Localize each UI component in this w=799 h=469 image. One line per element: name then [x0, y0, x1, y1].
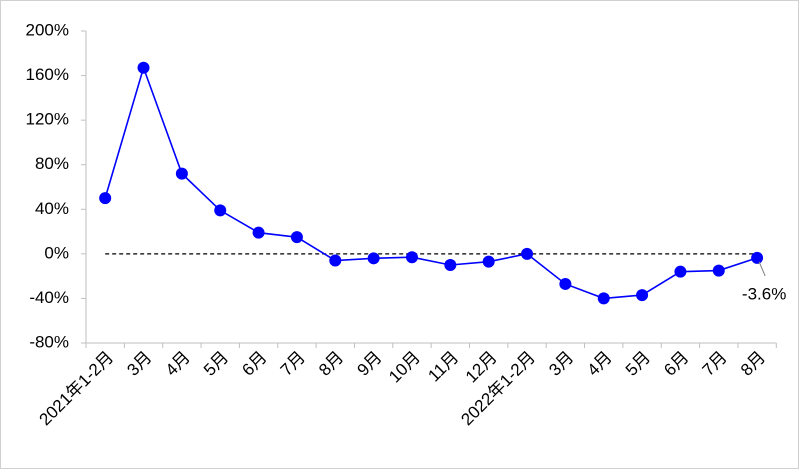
line — [104, 65, 758, 300]
marker — [214, 204, 227, 217]
marker — [137, 61, 150, 74]
marker — [290, 231, 303, 244]
marker — [444, 259, 457, 271]
y-tick-label: -80% — [29, 332, 69, 351]
marker — [175, 167, 188, 180]
y-tick-label: -40% — [29, 288, 69, 307]
leader-line — [758, 261, 766, 277]
y-tick-label: 80% — [35, 154, 69, 173]
value-label: -3.6% — [742, 284, 786, 303]
marker — [674, 265, 687, 278]
marker — [559, 277, 572, 290]
marker — [521, 247, 534, 260]
marker — [99, 192, 112, 205]
marker — [482, 255, 495, 268]
y-tick-label: 0% — [44, 243, 69, 262]
marker — [712, 264, 725, 277]
marker — [367, 252, 380, 265]
marker — [405, 251, 418, 264]
y-tick-label: 200% — [26, 20, 69, 39]
marker — [636, 289, 649, 302]
y-tick-label: 160% — [26, 65, 69, 84]
marker — [751, 251, 764, 264]
marker — [329, 254, 342, 267]
y-tick-label: 40% — [35, 199, 69, 218]
marker — [597, 292, 610, 305]
marker — [252, 226, 265, 239]
y-tick-label: 120% — [26, 110, 69, 129]
